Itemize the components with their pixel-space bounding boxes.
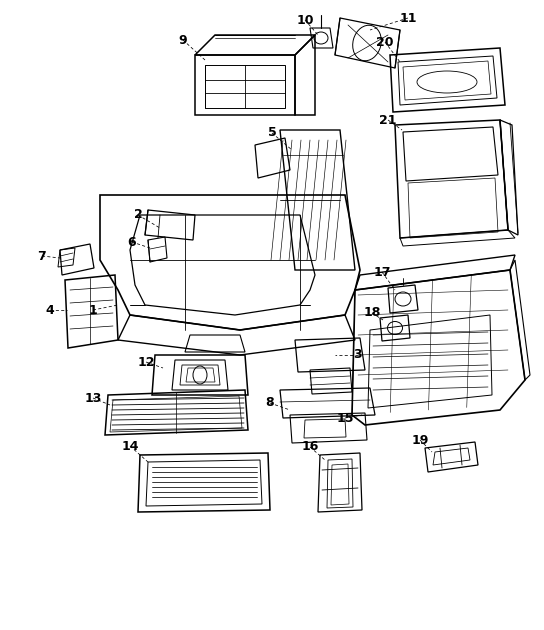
Text: 8: 8: [265, 396, 274, 410]
Text: 19: 19: [411, 433, 429, 447]
Text: 7: 7: [38, 249, 46, 263]
Text: 9: 9: [178, 33, 187, 47]
Text: 13: 13: [84, 391, 102, 404]
Text: 6: 6: [128, 236, 137, 248]
Text: 15: 15: [336, 411, 354, 425]
Text: 11: 11: [399, 11, 417, 25]
Text: 21: 21: [379, 113, 397, 127]
Text: 18: 18: [363, 307, 381, 319]
Text: 1: 1: [89, 304, 97, 316]
Text: 10: 10: [296, 13, 314, 26]
Text: 16: 16: [301, 440, 319, 454]
Text: 20: 20: [376, 35, 394, 49]
Text: 4: 4: [46, 304, 54, 316]
Text: 17: 17: [373, 265, 391, 278]
Text: 3: 3: [354, 348, 362, 362]
Text: 12: 12: [137, 355, 154, 369]
Text: 14: 14: [121, 440, 139, 452]
Text: 2: 2: [134, 209, 143, 222]
Text: 5: 5: [268, 127, 276, 139]
